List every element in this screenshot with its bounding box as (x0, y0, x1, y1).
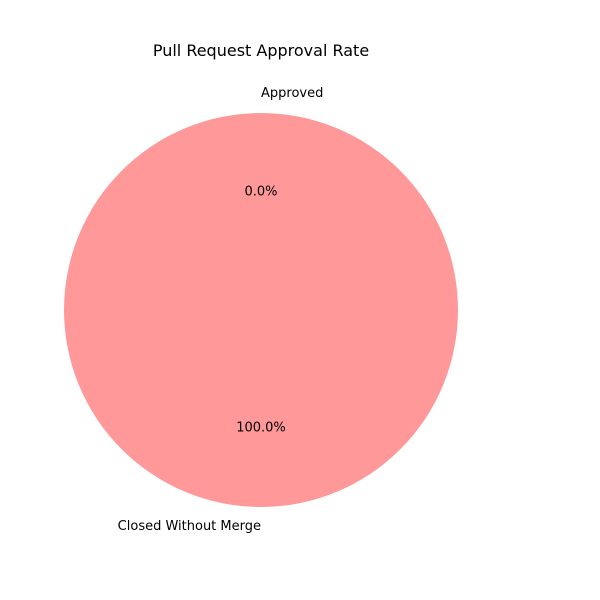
pie-slice-closed-without-merge (64, 113, 458, 507)
pie-slices (64, 113, 458, 507)
pie-labels: Approved 0.0% Closed Without Merge 100.0% (118, 86, 324, 534)
pct-label-closed-without-merge: 100.0% (236, 421, 286, 436)
chart-title: Pull Request Approval Rate (153, 41, 369, 60)
slice-label-closed-without-merge: Closed Without Merge (118, 519, 261, 534)
pct-label-approved: 0.0% (244, 184, 277, 199)
slice-label-approved: Approved (261, 86, 323, 101)
